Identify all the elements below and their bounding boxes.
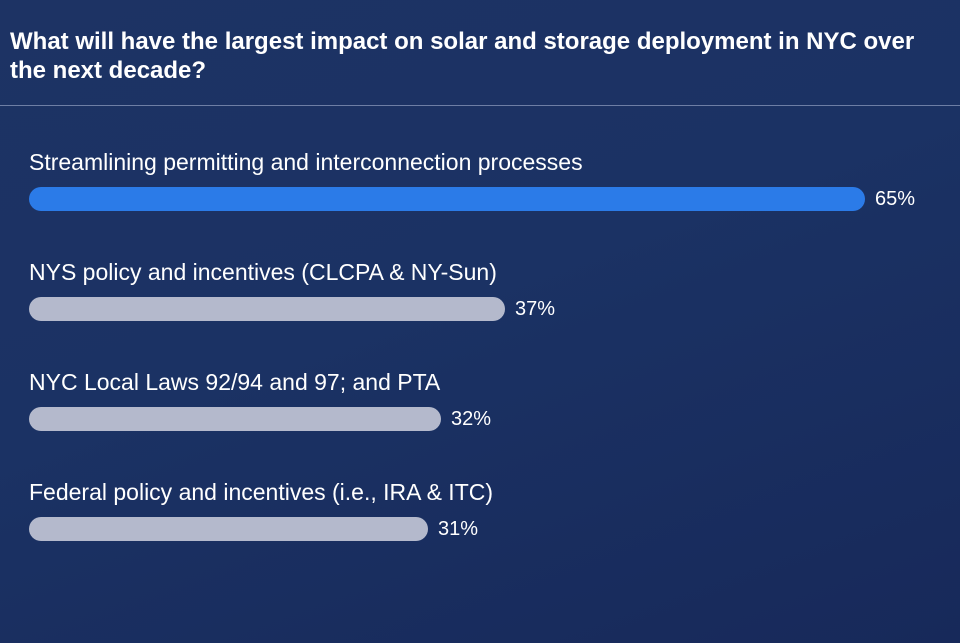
result-percentage: 32% [451,408,492,430]
poll-question: What will have the largest impact on sol… [10,28,915,84]
result-bar-row: 31% [29,517,929,543]
poll-option: Streamlining permitting and interconnect… [29,148,929,238]
result-percentage: 37% [515,298,556,320]
poll-option-label: Streamlining permitting and interconnect… [29,149,583,175]
result-bar-row: 32% [29,407,929,433]
result-bar [29,407,441,431]
poll-option: Federal policy and incentives (i.e., IRA… [29,478,929,568]
result-bar [29,297,505,321]
poll-option-label: NYC Local Laws 92/94 and 97; and PTA [29,369,441,395]
poll-option-label: Federal policy and incentives (i.e., IRA… [29,479,494,505]
result-percentage: 65% [875,188,916,210]
poll-option: NYC Local Laws 92/94 and 97; and PTA 32% [29,368,929,458]
poll-option-label: NYS policy and incentives (CLCPA & NY-Su… [29,259,497,285]
poll-question-header: What will have the largest impact on sol… [0,0,960,106]
result-bar-row: 65% [29,187,929,213]
result-bar [29,517,428,541]
result-bar-row: 37% [29,297,929,323]
poll-option: NYS policy and incentives (CLCPA & NY-Su… [29,258,929,348]
result-percentage: 31% [438,518,479,540]
result-bar [29,187,865,211]
